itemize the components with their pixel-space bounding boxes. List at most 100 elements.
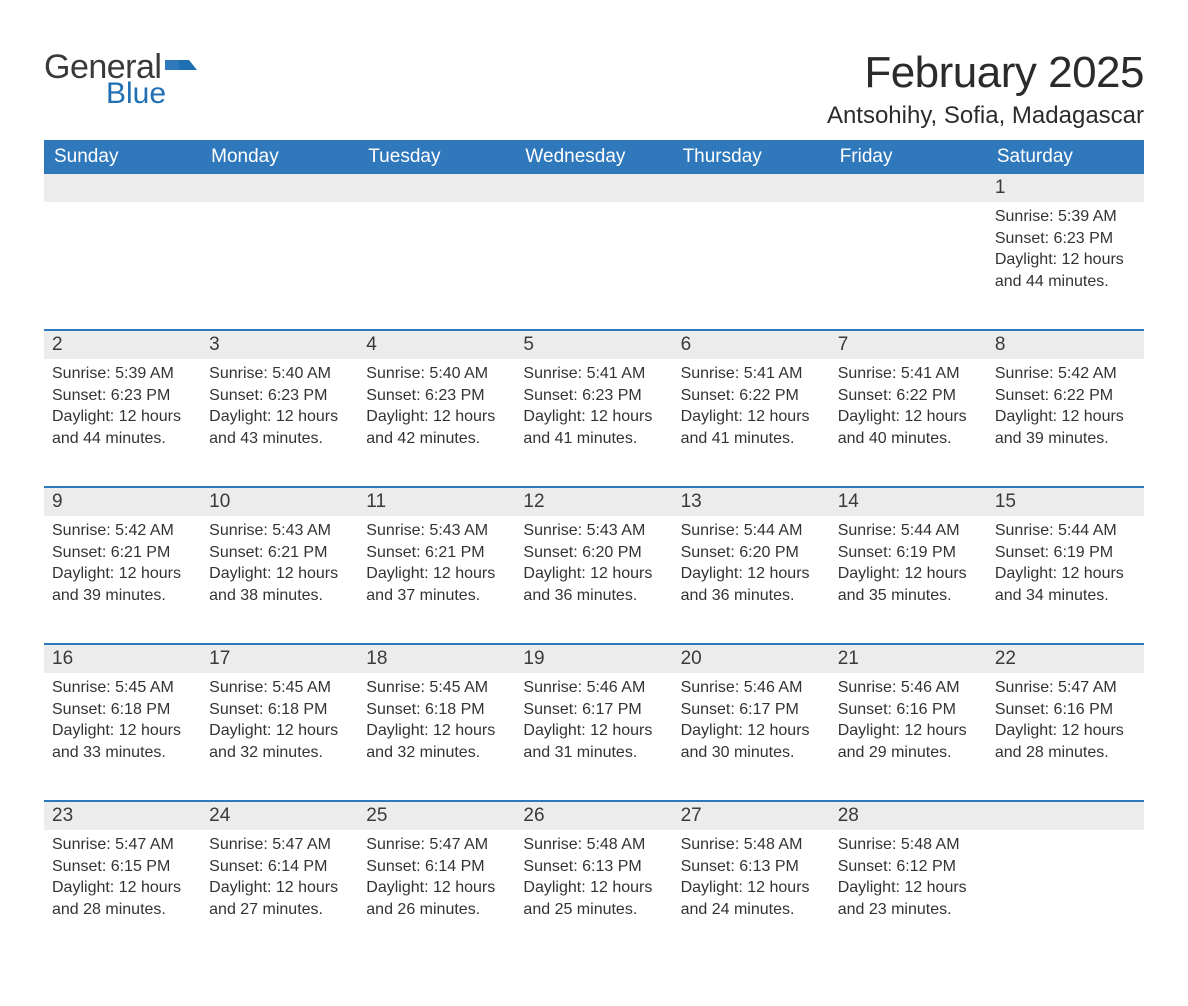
day-content-cell: Sunrise: 5:46 AMSunset: 6:17 PMDaylight:…	[515, 673, 672, 801]
day-header: Friday	[830, 140, 987, 174]
day-number-cell: 21	[830, 644, 987, 673]
day-number-cell: 17	[201, 644, 358, 673]
day-header: Sunday	[44, 140, 201, 174]
flag-icon	[165, 56, 197, 83]
day-content-cell: Sunrise: 5:47 AMSunset: 6:14 PMDaylight:…	[358, 830, 515, 958]
sunset-line: Sunset: 6:16 PM	[838, 699, 979, 721]
sunrise-line: Sunrise: 5:39 AM	[52, 363, 193, 385]
day-content-cell: Sunrise: 5:42 AMSunset: 6:22 PMDaylight:…	[987, 359, 1144, 487]
daylight-line: Daylight: 12 hours and 33 minutes.	[52, 720, 193, 763]
sunrise-line: Sunrise: 5:43 AM	[209, 520, 350, 542]
day-number-cell: 15	[987, 487, 1144, 516]
sunset-line: Sunset: 6:21 PM	[366, 542, 507, 564]
sunset-line: Sunset: 6:13 PM	[681, 856, 822, 878]
day-content-cell	[515, 202, 672, 330]
sunrise-line: Sunrise: 5:45 AM	[52, 677, 193, 699]
sunrise-line: Sunrise: 5:47 AM	[366, 834, 507, 856]
sunset-line: Sunset: 6:19 PM	[838, 542, 979, 564]
daylight-line: Daylight: 12 hours and 32 minutes.	[209, 720, 350, 763]
day-content-cell: Sunrise: 5:48 AMSunset: 6:13 PMDaylight:…	[515, 830, 672, 958]
day-content-cell: Sunrise: 5:40 AMSunset: 6:23 PMDaylight:…	[358, 359, 515, 487]
day-number-cell: 20	[673, 644, 830, 673]
day-number-cell: 26	[515, 801, 672, 830]
day-content-cell	[201, 202, 358, 330]
sunset-line: Sunset: 6:21 PM	[52, 542, 193, 564]
day-content-cell: Sunrise: 5:43 AMSunset: 6:21 PMDaylight:…	[358, 516, 515, 644]
sunrise-line: Sunrise: 5:48 AM	[681, 834, 822, 856]
sunrise-line: Sunrise: 5:44 AM	[838, 520, 979, 542]
content-row: Sunrise: 5:47 AMSunset: 6:15 PMDaylight:…	[44, 830, 1144, 958]
day-number-cell	[44, 174, 201, 202]
day-content-cell: Sunrise: 5:43 AMSunset: 6:21 PMDaylight:…	[201, 516, 358, 644]
day-number-cell	[673, 174, 830, 202]
day-content-cell: Sunrise: 5:41 AMSunset: 6:23 PMDaylight:…	[515, 359, 672, 487]
day-content-cell: Sunrise: 5:48 AMSunset: 6:12 PMDaylight:…	[830, 830, 987, 958]
daylight-line: Daylight: 12 hours and 43 minutes.	[209, 406, 350, 449]
daylight-line: Daylight: 12 hours and 42 minutes.	[366, 406, 507, 449]
calendar-table: SundayMondayTuesdayWednesdayThursdayFrid…	[44, 140, 1144, 958]
day-content-cell	[830, 202, 987, 330]
sunset-line: Sunset: 6:18 PM	[52, 699, 193, 721]
day-header: Wednesday	[515, 140, 672, 174]
sunrise-line: Sunrise: 5:48 AM	[523, 834, 664, 856]
location: Antsohihy, Sofia, Madagascar	[827, 102, 1144, 130]
day-content-cell: Sunrise: 5:44 AMSunset: 6:20 PMDaylight:…	[673, 516, 830, 644]
day-content-cell: Sunrise: 5:40 AMSunset: 6:23 PMDaylight:…	[201, 359, 358, 487]
sunrise-line: Sunrise: 5:44 AM	[995, 520, 1136, 542]
sunset-line: Sunset: 6:23 PM	[209, 385, 350, 407]
daylight-line: Daylight: 12 hours and 32 minutes.	[366, 720, 507, 763]
day-number-cell: 23	[44, 801, 201, 830]
day-content-cell: Sunrise: 5:42 AMSunset: 6:21 PMDaylight:…	[44, 516, 201, 644]
day-number-cell: 13	[673, 487, 830, 516]
day-content-cell: Sunrise: 5:46 AMSunset: 6:17 PMDaylight:…	[673, 673, 830, 801]
sunset-line: Sunset: 6:20 PM	[523, 542, 664, 564]
daynum-row: 1	[44, 174, 1144, 202]
daylight-line: Daylight: 12 hours and 23 minutes.	[838, 877, 979, 920]
sunrise-line: Sunrise: 5:42 AM	[52, 520, 193, 542]
daylight-line: Daylight: 12 hours and 26 minutes.	[366, 877, 507, 920]
day-number-cell: 7	[830, 330, 987, 359]
day-number-cell: 2	[44, 330, 201, 359]
sunset-line: Sunset: 6:14 PM	[366, 856, 507, 878]
sunrise-line: Sunrise: 5:41 AM	[838, 363, 979, 385]
header: General Blue February 2025 Antsohihy, So…	[44, 48, 1144, 130]
day-number-cell	[515, 174, 672, 202]
day-number-cell: 27	[673, 801, 830, 830]
day-number-cell	[830, 174, 987, 202]
day-content-cell: Sunrise: 5:46 AMSunset: 6:16 PMDaylight:…	[830, 673, 987, 801]
content-row: Sunrise: 5:39 AMSunset: 6:23 PMDaylight:…	[44, 359, 1144, 487]
day-content-cell	[673, 202, 830, 330]
daynum-row: 9101112131415	[44, 487, 1144, 516]
daylight-line: Daylight: 12 hours and 28 minutes.	[995, 720, 1136, 763]
daylight-line: Daylight: 12 hours and 34 minutes.	[995, 563, 1136, 606]
content-row: Sunrise: 5:39 AMSunset: 6:23 PMDaylight:…	[44, 202, 1144, 330]
day-content-cell	[44, 202, 201, 330]
daylight-line: Daylight: 12 hours and 25 minutes.	[523, 877, 664, 920]
brand-word2: Blue	[106, 77, 166, 111]
day-number-cell	[987, 801, 1144, 830]
daylight-line: Daylight: 12 hours and 41 minutes.	[523, 406, 664, 449]
daylight-line: Daylight: 12 hours and 38 minutes.	[209, 563, 350, 606]
day-content-cell: Sunrise: 5:45 AMSunset: 6:18 PMDaylight:…	[358, 673, 515, 801]
sunset-line: Sunset: 6:22 PM	[995, 385, 1136, 407]
sunset-line: Sunset: 6:22 PM	[838, 385, 979, 407]
sunset-line: Sunset: 6:23 PM	[366, 385, 507, 407]
day-content-cell: Sunrise: 5:44 AMSunset: 6:19 PMDaylight:…	[830, 516, 987, 644]
daylight-line: Daylight: 12 hours and 37 minutes.	[366, 563, 507, 606]
daylight-line: Daylight: 12 hours and 28 minutes.	[52, 877, 193, 920]
day-content-cell: Sunrise: 5:47 AMSunset: 6:14 PMDaylight:…	[201, 830, 358, 958]
sunrise-line: Sunrise: 5:40 AM	[209, 363, 350, 385]
day-content-cell: Sunrise: 5:44 AMSunset: 6:19 PMDaylight:…	[987, 516, 1144, 644]
day-content-cell	[987, 830, 1144, 958]
sunrise-line: Sunrise: 5:48 AM	[838, 834, 979, 856]
sunset-line: Sunset: 6:14 PM	[209, 856, 350, 878]
sunset-line: Sunset: 6:23 PM	[52, 385, 193, 407]
sunrise-line: Sunrise: 5:43 AM	[523, 520, 664, 542]
day-header: Tuesday	[358, 140, 515, 174]
day-content-cell: Sunrise: 5:39 AMSunset: 6:23 PMDaylight:…	[987, 202, 1144, 330]
day-header-row: SundayMondayTuesdayWednesdayThursdayFrid…	[44, 140, 1144, 174]
day-content-cell: Sunrise: 5:47 AMSunset: 6:15 PMDaylight:…	[44, 830, 201, 958]
sunrise-line: Sunrise: 5:47 AM	[995, 677, 1136, 699]
sunset-line: Sunset: 6:19 PM	[995, 542, 1136, 564]
sunrise-line: Sunrise: 5:47 AM	[209, 834, 350, 856]
